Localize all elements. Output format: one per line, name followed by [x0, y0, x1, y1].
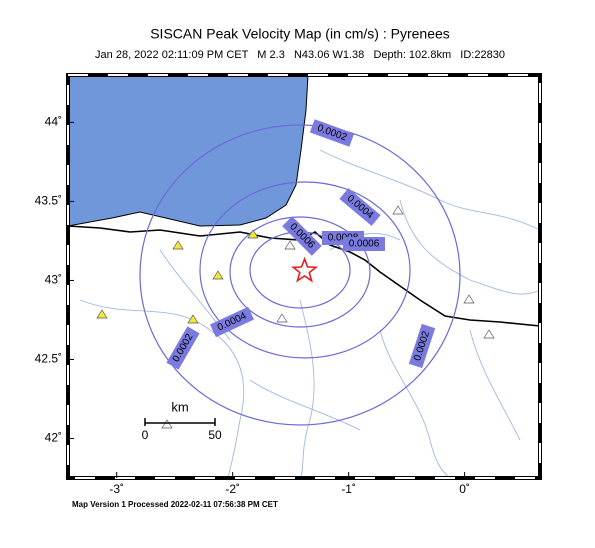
contour-label: 0.0006 — [343, 237, 385, 251]
map-frame — [66, 73, 542, 480]
footer: Map Version 1 Processed 2022-02-11 07:56… — [72, 500, 278, 509]
contour-label-bg — [309, 119, 355, 147]
scale-label: 0 — [142, 428, 149, 442]
stations — [161, 205, 495, 429]
contour-label-bg — [210, 306, 254, 338]
y-tick-label: 43˚ — [45, 273, 62, 287]
x-tick-label: 0˚ — [459, 482, 470, 496]
y-tick-label: 42˚ — [45, 431, 62, 445]
epicenter — [291, 256, 319, 283]
contour-label-bg — [166, 326, 200, 370]
y-tick-label: 42.5˚ — [35, 352, 62, 366]
rivers — [79, 149, 540, 478]
scale-bar: km 0 50 — [142, 399, 222, 442]
sea — [68, 75, 309, 227]
contour-label-text: 0.0006 — [349, 239, 380, 250]
contours — [139, 124, 461, 426]
y-tick-label: 44˚ — [45, 115, 62, 129]
contour-label-bg — [408, 323, 436, 369]
yellow-stations — [96, 229, 259, 324]
contour-label-bg — [282, 216, 322, 256]
subtitle: Jan 28, 2022 02:11:09 PM CET M 2.3 N43.0… — [95, 49, 505, 61]
x-tick-label: -2˚ — [225, 482, 240, 496]
scale-label: 50 — [208, 428, 222, 442]
title: SISCAN Peak Velocity Map (in cm/s) : Pyr… — [150, 26, 450, 42]
x-tick-label: -1˚ — [341, 482, 356, 496]
y-tick-label: 43.5˚ — [35, 194, 62, 208]
contour-label-bg — [339, 188, 381, 226]
contour-label-bg — [343, 237, 385, 251]
scale-line — [144, 418, 216, 426]
map-area: 0.00020.00040.00060.00080.00060.00040.00… — [66, 73, 542, 480]
scale-unit: km — [171, 399, 188, 414]
x-tick-label: -3˚ — [109, 482, 124, 496]
